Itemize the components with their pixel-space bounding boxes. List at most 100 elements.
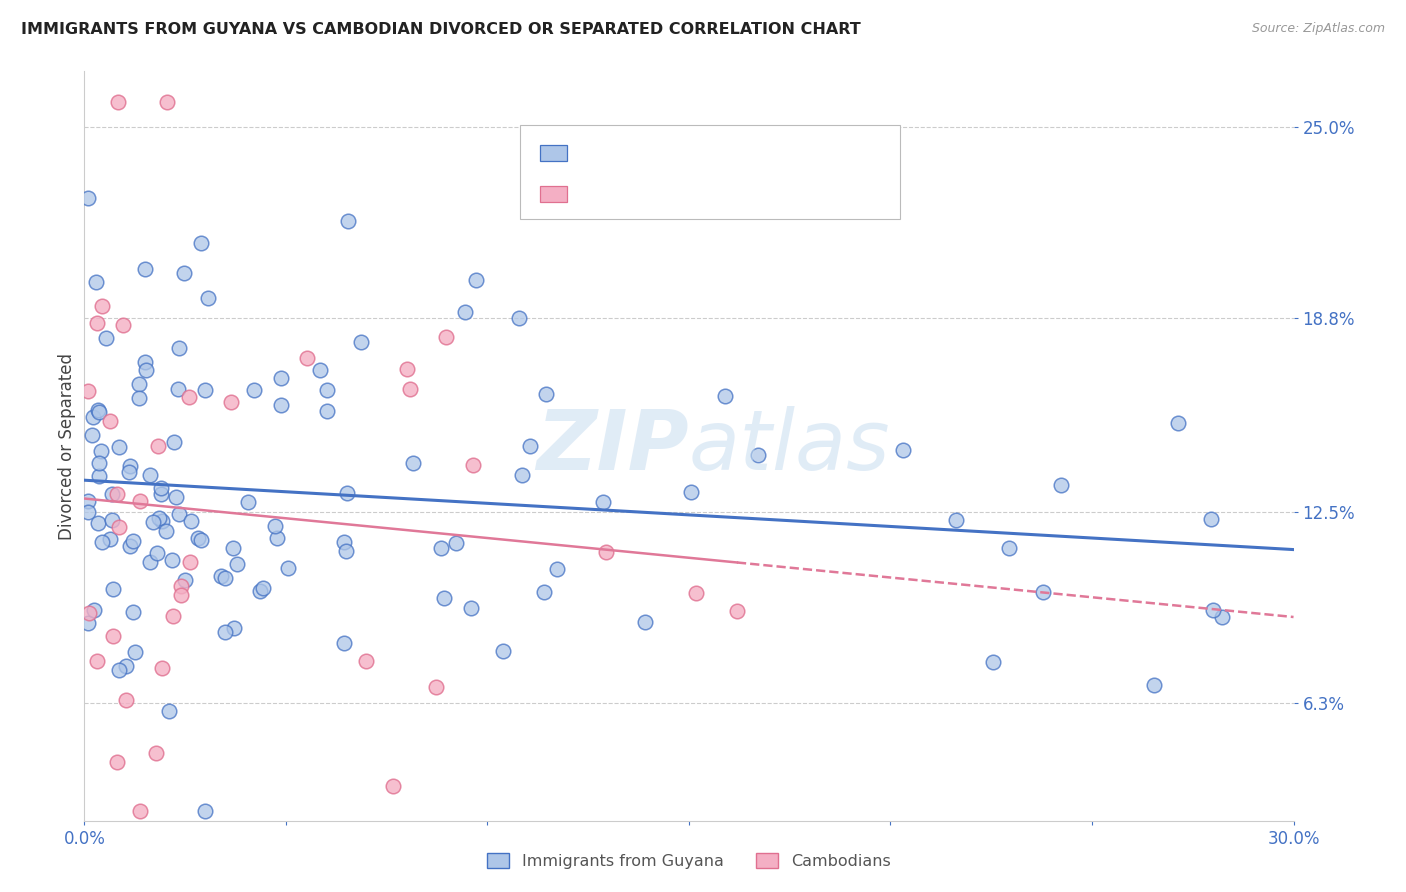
Y-axis label: Divorced or Separated: Divorced or Separated [58, 352, 76, 540]
Point [187, 531, 209, 545]
Point [533, 584, 555, 599]
Text: 113: 113 [723, 148, 758, 166]
Point [105, 487, 128, 501]
Point [148, 511, 170, 525]
Point [150, 481, 173, 495]
Point [114, 692, 136, 706]
Point [1049, 478, 1071, 492]
Text: R =: R = [576, 148, 613, 166]
Legend: Immigrants from Guyana, Cambodians: Immigrants from Guyana, Cambodians [486, 853, 891, 869]
Point [173, 573, 195, 587]
Point [87, 402, 110, 417]
Point [146, 546, 169, 560]
Point [685, 586, 707, 600]
Point [118, 465, 141, 479]
Point [77, 615, 100, 630]
Point [163, 435, 186, 450]
Point [111, 318, 134, 332]
Point [150, 486, 173, 500]
Point [77, 384, 100, 398]
Point [134, 355, 156, 369]
Point [998, 541, 1021, 556]
Point [169, 341, 191, 355]
Point [80, 428, 103, 442]
Point [135, 363, 157, 377]
Point [454, 305, 477, 319]
Point [510, 467, 533, 482]
Point [115, 658, 138, 673]
Point [1201, 512, 1223, 526]
Point [77, 606, 100, 620]
Point [1032, 585, 1054, 599]
Point [91, 299, 114, 313]
Text: -0.197: -0.197 [607, 148, 666, 166]
Point [243, 383, 266, 397]
Point [170, 588, 193, 602]
Point [1211, 610, 1233, 624]
Point [194, 805, 217, 819]
Point [107, 440, 129, 454]
Point [101, 513, 124, 527]
Point [150, 514, 173, 528]
Point [491, 643, 513, 657]
Point [508, 311, 530, 326]
Point [139, 467, 162, 482]
Point [170, 579, 193, 593]
Point [83, 603, 105, 617]
Point [150, 660, 173, 674]
Text: IMMIGRANTS FROM GUYANA VS CAMBODIAN DIVORCED OR SEPARATED CORRELATION CHART: IMMIGRANTS FROM GUYANA VS CAMBODIAN DIVO… [21, 22, 860, 37]
Point [333, 534, 356, 549]
Point [108, 519, 131, 533]
Point [309, 363, 332, 377]
Point [595, 544, 617, 558]
Point [209, 569, 232, 583]
Point [679, 485, 702, 500]
Point [891, 442, 914, 457]
Point [350, 334, 373, 349]
Text: Source: ZipAtlas.com: Source: ZipAtlas.com [1251, 22, 1385, 36]
Point [146, 438, 169, 452]
Point [270, 398, 292, 412]
Point [90, 443, 112, 458]
Point [77, 494, 100, 508]
Point [315, 384, 337, 398]
Point [266, 531, 288, 545]
Point [120, 459, 142, 474]
Point [98, 414, 121, 428]
Point [77, 191, 100, 205]
Point [534, 387, 557, 401]
Point [86, 654, 108, 668]
Point [219, 394, 242, 409]
Point [592, 495, 614, 509]
Point [337, 214, 360, 228]
Point [157, 704, 180, 718]
Point [101, 582, 124, 596]
Point [86, 317, 108, 331]
Point [108, 663, 131, 677]
Point [107, 95, 129, 110]
Point [156, 95, 179, 110]
Point [945, 513, 967, 527]
Point [129, 805, 152, 819]
Point [430, 541, 453, 555]
Point [399, 382, 422, 396]
Point [197, 291, 219, 305]
Point [433, 591, 456, 605]
Point [236, 494, 259, 508]
Point [249, 583, 271, 598]
Point [714, 388, 737, 402]
Text: atlas: atlas [689, 406, 890, 486]
Point [103, 629, 125, 643]
Point [194, 383, 217, 397]
Point [129, 494, 152, 508]
Point [190, 236, 212, 251]
Point [1142, 678, 1164, 692]
Point [434, 330, 457, 344]
Point [270, 371, 292, 385]
Point [465, 273, 488, 287]
Point [134, 261, 156, 276]
Point [747, 448, 769, 462]
Point [142, 515, 165, 529]
Point [155, 524, 177, 538]
Point [354, 654, 377, 668]
